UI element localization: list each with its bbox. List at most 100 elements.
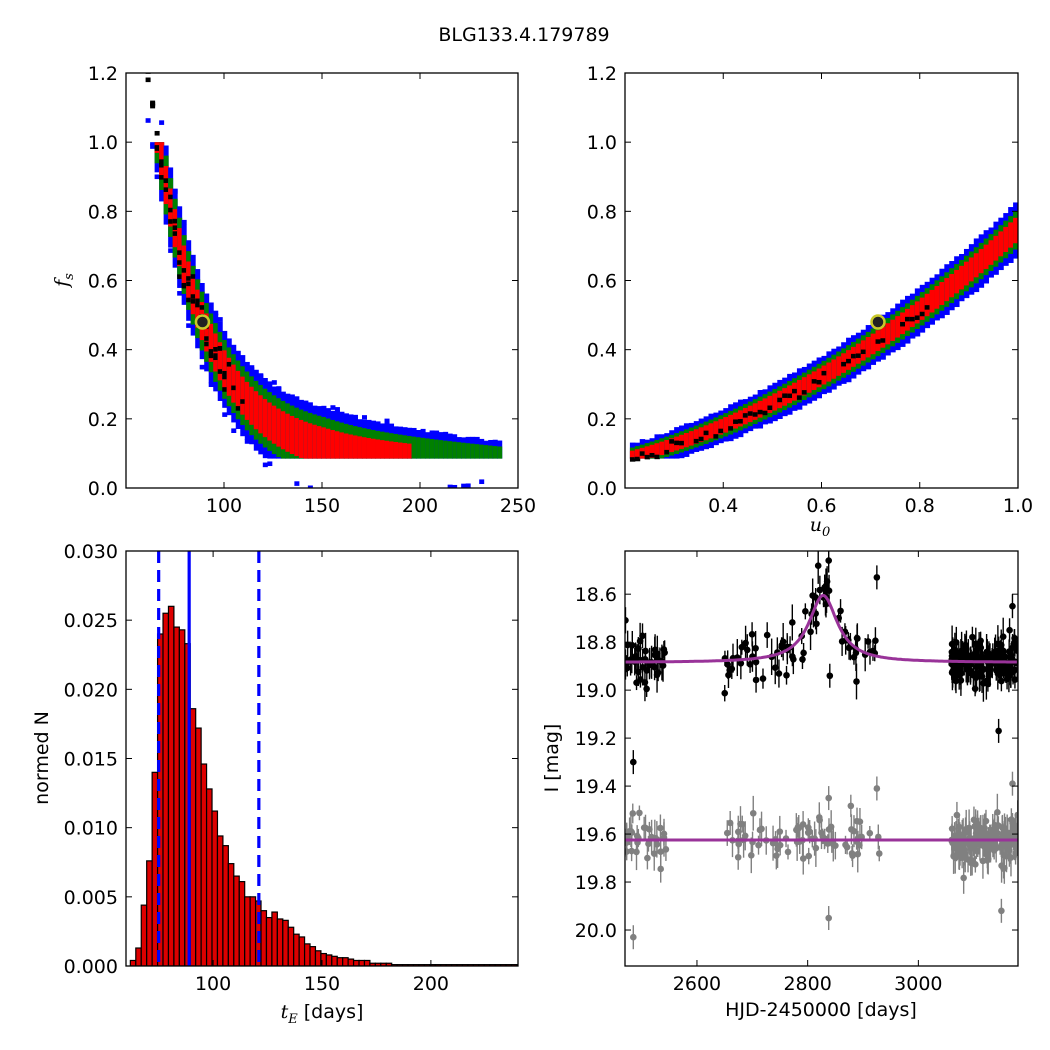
density-level4-cell bbox=[172, 189, 178, 194]
density-level2-column bbox=[163, 166, 169, 205]
density-level2-column bbox=[924, 293, 931, 317]
top-series-point bbox=[825, 557, 832, 564]
histogram-bar bbox=[211, 810, 219, 966]
density-level1-cell bbox=[644, 454, 651, 460]
density-level2-column bbox=[330, 430, 336, 459]
u0-fs-xtick-label: 0.8 bbox=[905, 495, 935, 517]
density-level2-column bbox=[325, 428, 331, 459]
density-level3-column bbox=[411, 436, 417, 459]
density-level2-column bbox=[285, 413, 291, 452]
density-level4-cell bbox=[465, 483, 471, 488]
density-level4-cell bbox=[271, 380, 277, 385]
density-level3-column bbox=[425, 438, 431, 459]
density-level2-column bbox=[865, 337, 872, 358]
tE-hist-ytick-label: 0.005 bbox=[64, 887, 118, 909]
bottom-series-point bbox=[723, 829, 731, 837]
density-level3-column bbox=[465, 443, 471, 459]
top-series-point bbox=[873, 574, 881, 581]
density-level1-cell bbox=[163, 178, 169, 183]
density-level2-column bbox=[718, 419, 724, 435]
top-series-point bbox=[725, 671, 732, 679]
density-level1-cell bbox=[213, 347, 219, 352]
top-series-point bbox=[759, 675, 767, 682]
top-series-point bbox=[799, 656, 806, 663]
density-level2-column bbox=[204, 313, 210, 352]
density-level1-cell bbox=[213, 355, 219, 361]
density-level2-column bbox=[271, 405, 277, 444]
density-level2-column bbox=[826, 362, 832, 382]
density-level2-column bbox=[240, 376, 246, 415]
density-level2-column bbox=[371, 438, 377, 459]
lightcurve-frame bbox=[624, 550, 1019, 967]
density-level1-cell bbox=[208, 349, 214, 354]
histogram-bar bbox=[287, 926, 295, 966]
top-series-point bbox=[854, 635, 861, 642]
density-level1-cell bbox=[792, 388, 798, 394]
density-level2-column bbox=[217, 342, 223, 381]
bottom-series-point bbox=[1009, 819, 1016, 827]
density-level4-cell bbox=[416, 430, 422, 435]
bottom-series-point bbox=[799, 821, 807, 828]
lightcurve-data bbox=[625, 551, 1018, 950]
tE-fs-xtick-label: 200 bbox=[402, 495, 438, 517]
density-level2-column bbox=[195, 289, 201, 328]
top-series-point bbox=[864, 638, 872, 645]
top-series-point bbox=[778, 643, 785, 651]
density-level1-cell bbox=[752, 412, 759, 417]
top-series-point bbox=[630, 758, 637, 766]
density-level1-cell bbox=[733, 419, 739, 424]
density-level2-column bbox=[752, 403, 759, 420]
tE-histogram-xlabel: tE [days] bbox=[281, 1001, 364, 1027]
density-level1-cell bbox=[150, 101, 156, 107]
density-level2-column bbox=[664, 439, 670, 454]
histogram-bar bbox=[260, 910, 268, 966]
tE-histogram-panel: 100 150 200 0.000 0.005 0.010 0.015 0.020 0.025 0… bbox=[31, 541, 519, 1027]
u0-fs-ytick-label: 1.0 bbox=[587, 132, 617, 154]
tE-hist-ytick-label: 0.000 bbox=[64, 956, 118, 978]
density-level2-column bbox=[708, 423, 714, 439]
density-level4-cell bbox=[348, 416, 354, 422]
density-level1-cell bbox=[796, 395, 803, 400]
density-level3-column bbox=[420, 437, 426, 459]
density-level4-cell bbox=[330, 405, 336, 410]
bottom-series-point bbox=[749, 809, 757, 817]
bottom-series-point bbox=[971, 823, 978, 830]
lightcurve-xtick-label: 3000 bbox=[894, 973, 942, 995]
density-level4-cell bbox=[213, 310, 219, 316]
histogram-bar bbox=[244, 896, 251, 966]
histogram-bar bbox=[227, 863, 235, 966]
density-level4-cell bbox=[168, 248, 174, 253]
lightcurve-ytick-label: 18.6 bbox=[575, 584, 617, 606]
bottom-series-point bbox=[644, 854, 651, 862]
density-level1-cell bbox=[900, 321, 906, 327]
histogram-bar bbox=[325, 954, 333, 966]
top-series-point bbox=[992, 649, 999, 657]
histogram-bar bbox=[331, 955, 338, 966]
density-level2-column bbox=[963, 261, 970, 286]
density-level2-column bbox=[262, 399, 268, 438]
density-level1-cell bbox=[204, 336, 210, 341]
density-level4-column bbox=[150, 142, 156, 146]
density-level4-cell bbox=[231, 428, 237, 434]
top-series-point bbox=[955, 668, 963, 676]
top-series-point bbox=[721, 689, 729, 697]
histogram-bar bbox=[303, 943, 311, 966]
top-series-point bbox=[643, 685, 650, 693]
density-level2-column bbox=[181, 245, 187, 284]
bottom-series-point bbox=[799, 855, 807, 862]
histogram-bar bbox=[167, 605, 175, 966]
u0-fs-xtick-label: 0.4 bbox=[708, 495, 738, 517]
figure-title: BLG133.4.179789 bbox=[438, 24, 609, 46]
top-series-point bbox=[992, 667, 1000, 674]
density-level1-cell bbox=[679, 440, 685, 446]
tE-hist-ytick-label: 0.010 bbox=[64, 818, 118, 840]
density-level2-column bbox=[885, 323, 891, 345]
density-level1-cell bbox=[629, 457, 636, 462]
density-level1-cell bbox=[801, 390, 808, 395]
density-level2-column bbox=[688, 431, 695, 446]
density-level1-cell bbox=[703, 430, 710, 436]
u0-fs-xtick-label: 0.6 bbox=[806, 495, 836, 517]
tE-fs-panel: 100 150 200 250 0.0 0.2 0.4 0.6 0.8 1.0 1.2 fs bbox=[51, 63, 536, 517]
density-level3-column bbox=[483, 445, 489, 459]
